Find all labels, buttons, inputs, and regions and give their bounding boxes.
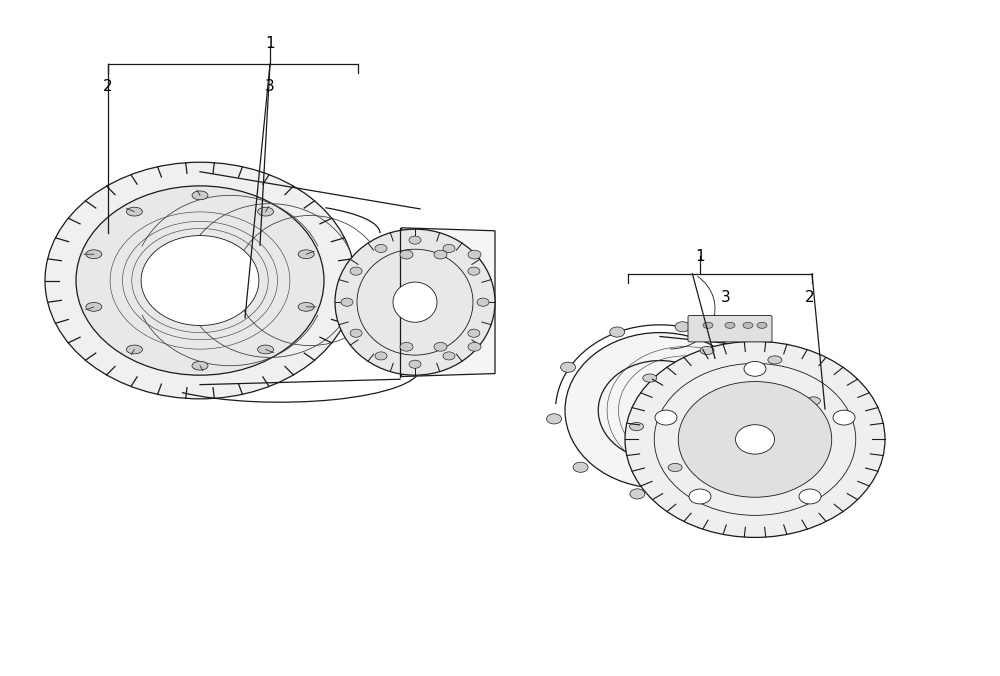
Ellipse shape [258,208,274,216]
Ellipse shape [393,282,437,322]
Ellipse shape [434,343,447,352]
Ellipse shape [341,298,353,306]
Ellipse shape [793,445,807,454]
Ellipse shape [298,302,314,311]
Ellipse shape [700,346,714,354]
Ellipse shape [76,186,324,375]
Ellipse shape [409,360,421,368]
Ellipse shape [625,341,885,537]
Text: 1: 1 [265,37,275,51]
Ellipse shape [375,244,387,252]
Ellipse shape [736,473,750,481]
Ellipse shape [565,333,755,488]
Ellipse shape [573,462,588,473]
Ellipse shape [375,352,387,360]
Ellipse shape [477,298,489,306]
Ellipse shape [258,345,274,354]
Text: 2: 2 [103,79,113,94]
Ellipse shape [643,374,657,382]
Ellipse shape [668,464,682,472]
Ellipse shape [434,250,447,259]
Ellipse shape [298,250,314,259]
Polygon shape [402,228,495,377]
Ellipse shape [192,361,208,370]
Ellipse shape [799,489,821,504]
Ellipse shape [443,352,455,360]
Text: 2: 2 [805,290,815,305]
Ellipse shape [126,208,142,216]
Ellipse shape [758,397,773,407]
Ellipse shape [736,425,774,454]
Ellipse shape [409,236,421,244]
Ellipse shape [561,362,576,372]
Ellipse shape [695,483,710,493]
Ellipse shape [806,397,820,405]
Ellipse shape [630,489,645,499]
Ellipse shape [757,322,767,329]
Ellipse shape [703,322,713,329]
Ellipse shape [689,489,711,504]
Ellipse shape [678,381,832,498]
Ellipse shape [630,422,644,431]
Ellipse shape [443,244,455,252]
Ellipse shape [744,362,766,377]
Ellipse shape [468,343,481,352]
Ellipse shape [126,345,142,354]
Ellipse shape [732,348,747,358]
Ellipse shape [610,327,625,337]
Ellipse shape [468,329,480,337]
Ellipse shape [833,410,855,425]
Ellipse shape [743,322,753,329]
Ellipse shape [675,322,690,332]
Ellipse shape [86,302,102,311]
Text: 3: 3 [265,79,275,94]
Ellipse shape [468,267,480,275]
Text: 3: 3 [721,290,731,305]
Ellipse shape [768,356,782,364]
Ellipse shape [350,267,362,275]
Ellipse shape [45,162,355,399]
Ellipse shape [141,236,259,326]
Text: 1: 1 [695,249,705,264]
Ellipse shape [547,414,562,424]
Ellipse shape [350,329,362,337]
Ellipse shape [744,448,759,458]
Ellipse shape [468,250,481,259]
Ellipse shape [335,229,495,375]
Ellipse shape [192,191,208,200]
Ellipse shape [400,343,413,352]
Ellipse shape [725,322,735,329]
FancyBboxPatch shape [688,316,772,342]
Ellipse shape [400,250,413,259]
Ellipse shape [655,410,677,425]
Ellipse shape [86,250,102,259]
